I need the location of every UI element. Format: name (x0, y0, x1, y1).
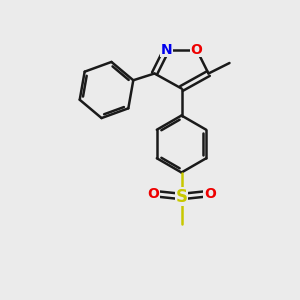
Text: N: N (161, 43, 172, 56)
Text: O: O (190, 43, 202, 56)
Text: O: O (147, 187, 159, 200)
Text: S: S (176, 188, 188, 206)
Text: O: O (204, 187, 216, 200)
